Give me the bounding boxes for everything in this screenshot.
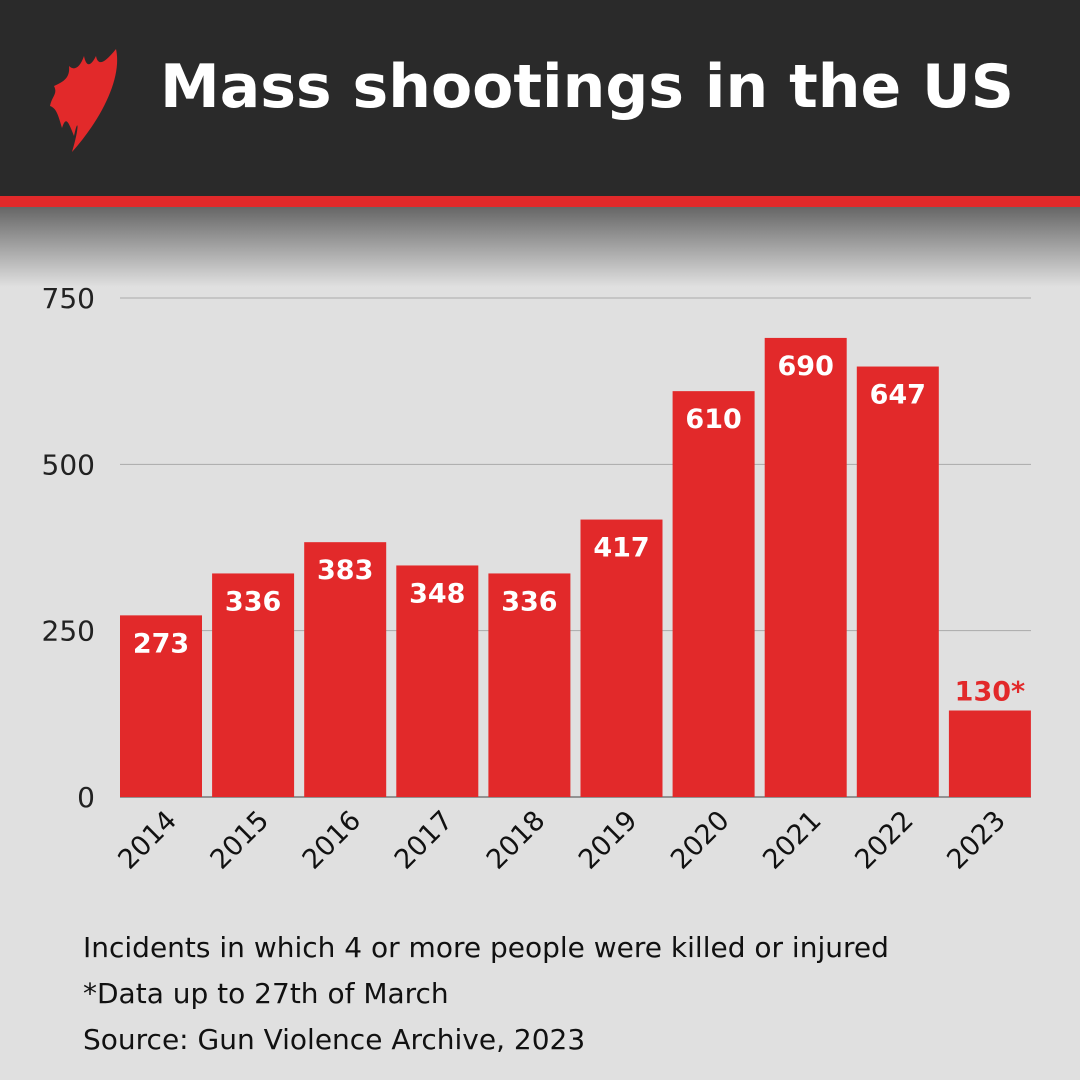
bar-chart: 0 250 500 750 273 2014 336 2015 383 2016 348 2017 33… [42,282,1031,876]
header-red-band [0,196,1080,207]
data-label-2014: 273 [133,628,189,659]
bar-2023 [948,710,1031,797]
chart-notes: Incidents in which 4 or more people were… [83,925,889,1063]
x-tick-label: 2018 [481,805,552,876]
sbs-logo-icon [50,49,118,152]
x-tick-label: 2017 [389,805,460,876]
bar-2022 [856,366,939,797]
y-tick-label: 250 [42,615,95,648]
y-tick-label: 750 [42,282,95,315]
x-tick-label: 2015 [205,805,276,876]
x-tick-label: 2014 [112,805,183,876]
header-shadow [0,207,1080,287]
x-tick-label: 2016 [297,805,368,876]
note-source: Source: Gun Violence Archive, 2023 [83,1023,586,1056]
data-label-2017: 348 [409,578,465,609]
bar-2014 [120,615,202,797]
data-label-2022: 647 [870,380,926,411]
bar-2017 [396,565,479,797]
x-tick-label: 2022 [849,805,920,876]
bar-2020 [672,391,755,797]
x-tick-label: 2023 [941,805,1012,876]
y-tick-label: 500 [42,448,95,481]
page-title: Mass shootings in the US [160,52,1014,122]
data-label-2018: 336 [501,586,557,617]
bar-2021 [764,337,847,797]
data-label-2016: 383 [317,555,373,586]
x-tick-label: 2019 [573,805,644,876]
note-data-cutoff: *Data up to 27th of March [83,977,449,1010]
x-tick-label: 2020 [665,805,736,876]
bar-2019 [580,519,663,797]
bar-2016 [304,542,387,797]
x-tick-label: 2021 [757,805,828,876]
data-label-2020: 610 [685,404,741,435]
data-label-2019: 417 [593,533,649,564]
data-label-2023: 130* [955,677,1025,708]
y-tick-label: 0 [77,781,95,814]
bar-2015 [212,573,295,797]
note-definition: Incidents in which 4 or more people were… [83,931,889,964]
data-label-2015: 336 [225,586,281,617]
bar-2018 [488,573,571,797]
data-label-2021: 690 [778,351,834,382]
header [0,0,1080,196]
